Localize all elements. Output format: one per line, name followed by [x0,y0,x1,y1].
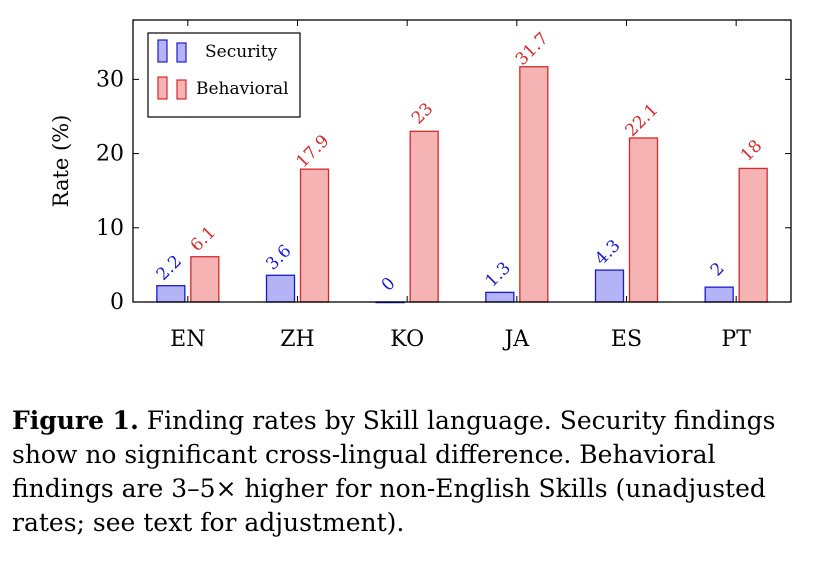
bar-security-zh [265,274,296,303]
legend: Security Behavioral [147,32,301,118]
data-label-security: 2 [707,259,729,281]
figure-caption: Figure 1. Finding rates by Skill languag… [12,404,824,540]
x-tick-label: JA [502,327,530,352]
y-axis-label: Rate (%) [49,115,73,208]
data-label-behavioral: 31.7 [512,29,553,70]
data-label-behavioral: 17.9 [293,131,334,172]
data-label-security: 3.6 [262,241,295,274]
y-tick-label: 10 [96,216,124,241]
data-label-behavioral: 23 [408,99,437,128]
bar-chart: 0 10 20 30 EN ZH KO JA ES PT 2.26.1 3.6 17.9 0 23 1.3… [49,19,792,352]
data-label-security: 2.2 [153,252,186,285]
legend-swatch [176,79,187,100]
legend-box [147,32,301,118]
data-label-behavioral: 6.1 [187,223,220,256]
legend-swatch [157,39,168,63]
bar-behavioral-pt [738,167,768,303]
data-label-security: 4.3 [591,236,624,269]
x-tick-label: PT [721,327,751,352]
bar-behavioral-es [628,137,659,303]
caption-text: Finding rates by Skill language. Securit… [12,406,776,537]
y-tick-label: 20 [96,142,124,167]
caption-label: Figure 1. [12,406,139,435]
bar-behavioral-en [190,256,220,303]
legend-label: Behavioral [196,79,289,99]
bar-behavioral-ja [519,66,549,303]
bar-security-ja [485,291,515,303]
data-label-behavioral: 22.1 [622,100,663,141]
bar-security-en [156,285,186,303]
bar-behavioral-ko [409,130,439,303]
bar-security-es [594,269,625,303]
y-tick-label: 30 [96,67,124,92]
plot-frame [132,19,792,303]
bars [156,66,768,304]
data-label-security: 1.3 [482,258,515,291]
x-axis-ticks: EN ZH KO JA ES PT [170,20,751,352]
x-tick-label: ZH [280,327,314,352]
data-label-behavioral: 18 [737,136,766,165]
y-tick-label: 0 [110,290,124,315]
legend-swatch [176,42,187,63]
legend-swatch [157,76,168,100]
x-tick-label: KO [390,327,424,352]
x-tick-label: EN [170,327,205,352]
data-label-security: 0 [378,274,400,296]
x-tick-label: ES [611,327,642,352]
bar-security-pt [704,286,734,303]
bar-behavioral-zh [299,168,330,303]
legend-label: Security [205,42,278,62]
